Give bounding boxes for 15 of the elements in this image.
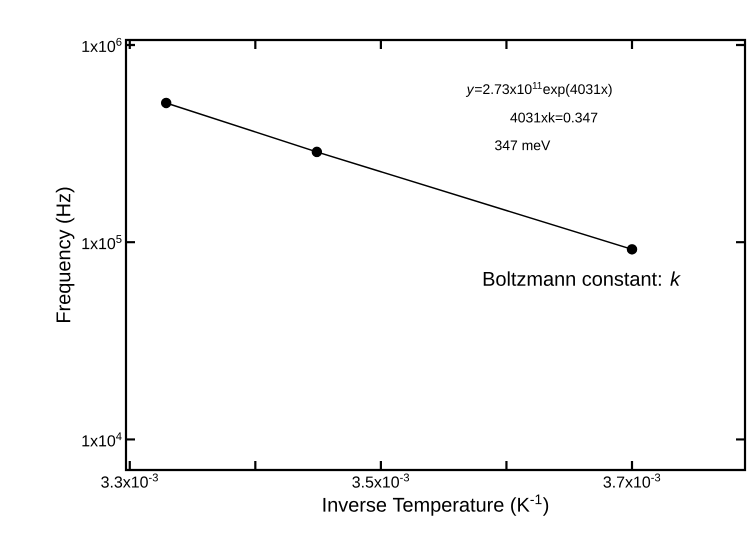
annotation: 347 meV (495, 140, 550, 150)
annotation: Boltzmann constant: k (484, 271, 681, 286)
x-tick-label: 3.7x10$^{-3}$ (603, 474, 660, 488)
annotation: 4031xk=0.347 (510, 112, 598, 123)
y-axis-title: Frequency (Hz) (56, 188, 74, 322)
x-tick-label: 3.5x10$^{-3}$ (352, 474, 410, 488)
y-tick-label: 1x10$^{4}$ (82, 432, 122, 446)
x-tick-label: 3.3x10$^{-3}$ (101, 474, 158, 488)
y-tick-label: 1x10$^{5}$ (82, 235, 122, 250)
x-axis-title: Inverse Temperature (K$^{-1}$) (323, 494, 548, 516)
annotation: y=2.73x10$^{11}$exp(4031x) (466, 82, 612, 97)
point (160, 98, 172, 108)
point (626, 244, 638, 255)
point (312, 146, 322, 158)
y-tick-label: 1x10$^{6}$ (82, 38, 122, 52)
